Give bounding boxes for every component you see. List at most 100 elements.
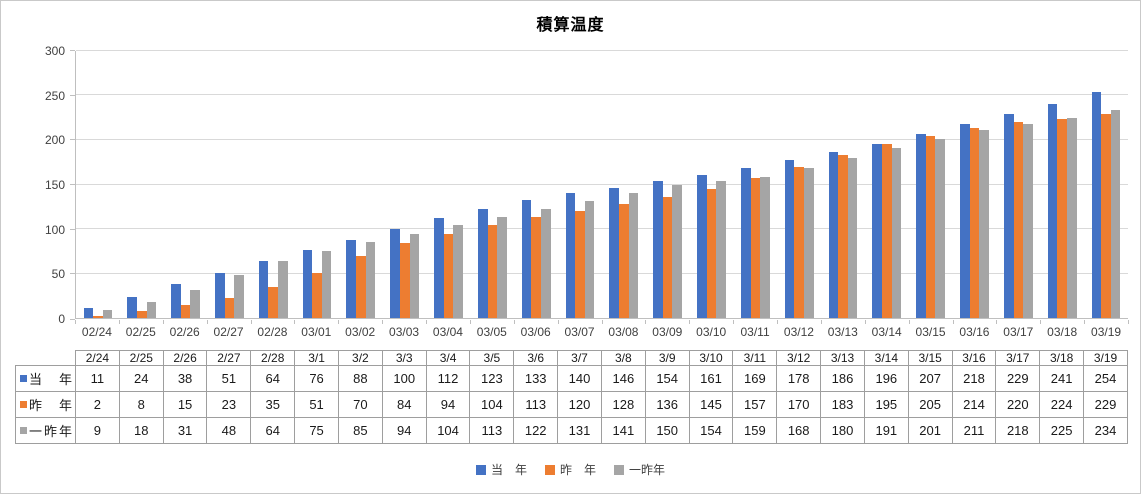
- bar: [619, 204, 629, 318]
- bar: [127, 296, 137, 318]
- x-axis-label: 02/26: [169, 325, 200, 339]
- bar-group: [383, 51, 427, 318]
- table-cell: 205: [907, 391, 953, 418]
- table-cell: 218: [995, 417, 1041, 444]
- bar: [750, 178, 761, 318]
- x-axis-tick: [996, 320, 998, 324]
- y-axis-tick: [70, 228, 75, 230]
- x-axis-labels: 02/24 02/25 02/26 02/27 02/28 03/01 03/02 03/03…: [75, 325, 1128, 339]
- bar: [399, 243, 410, 318]
- bar-group: [1084, 51, 1128, 318]
- table-cell: 207: [907, 365, 953, 392]
- table-cell: 154: [644, 365, 690, 392]
- table-cell: 150: [644, 417, 690, 444]
- series-label-cell: 当年: [15, 365, 76, 392]
- x-axis-label: 03/05: [476, 325, 507, 339]
- table-header-cell: 3/7: [557, 350, 602, 366]
- bar: [302, 250, 313, 318]
- bar: [662, 196, 673, 318]
- legend-item: 当 年: [475, 461, 527, 478]
- series-name: 一昨年: [29, 424, 72, 439]
- bar: [935, 139, 946, 318]
- table-header-cell: 2/26: [162, 350, 208, 366]
- series-swatch-icon: [20, 401, 27, 408]
- series-swatch-icon: [20, 375, 27, 382]
- x-axis-label: 02/24: [81, 325, 112, 339]
- bar-group: [339, 51, 383, 318]
- table-cell: 168: [776, 417, 822, 444]
- table-cell: 220: [995, 391, 1041, 418]
- y-axis-tick: [70, 50, 75, 51]
- bar: [443, 234, 454, 318]
- x-axis-tick: [1128, 320, 1129, 324]
- table-cell: 11: [75, 365, 120, 392]
- table-cell: 170: [776, 391, 822, 418]
- x-axis-label: 03/02: [345, 325, 376, 339]
- bar: [575, 211, 585, 318]
- legend-swatch-icon: [544, 464, 555, 475]
- x-axis-label: 03/18: [1047, 325, 1078, 339]
- bar-group: [909, 51, 953, 318]
- bar: [215, 272, 225, 318]
- bar: [794, 166, 804, 318]
- bar: [653, 180, 663, 318]
- bar-group: [821, 51, 865, 318]
- x-axis-tick: [75, 320, 76, 324]
- bar: [979, 130, 989, 318]
- table-header-cell: 3/6: [513, 350, 559, 366]
- bar: [1023, 123, 1033, 318]
- table-cell: 169: [732, 365, 778, 392]
- bar-group: [996, 51, 1040, 318]
- y-axis-tick: [70, 94, 75, 96]
- x-axis-label: 03/16: [959, 325, 990, 339]
- legend-label: 当 年: [490, 463, 527, 477]
- table-row: 一昨年 9 18 31 48 64 75 85 94 104 113 122 131 141 150 154 1…: [15, 417, 1128, 444]
- table-cell: 145: [688, 391, 734, 418]
- bar: [258, 261, 269, 318]
- x-axis-tick: [338, 320, 340, 324]
- bar: [565, 193, 576, 318]
- x-axis-tick: [689, 320, 691, 324]
- table-cell: 214: [951, 391, 997, 418]
- x-axis-tick: [864, 320, 866, 324]
- table-header-cell: 3/4: [425, 350, 471, 366]
- bar: [872, 143, 883, 318]
- table-cell: 131: [557, 417, 602, 444]
- bar-group: [251, 51, 295, 318]
- table-cell: 211: [951, 417, 997, 444]
- table-cell: 224: [1039, 391, 1085, 418]
- table-cell: 122: [513, 417, 559, 444]
- bar-group: [558, 51, 602, 318]
- bar-group: [295, 51, 339, 318]
- x-axis-label: 03/01: [301, 325, 332, 339]
- table-cell: 113: [513, 391, 559, 418]
- series-name: 昨年: [29, 398, 72, 413]
- legend-item: 一昨年: [614, 461, 665, 478]
- x-axis-tick: [250, 320, 252, 324]
- bar: [803, 168, 814, 318]
- series-swatch-icon: [20, 427, 27, 434]
- table-cell: 38: [162, 365, 208, 392]
- table-cell: 229: [1083, 391, 1128, 418]
- x-axis-tick: [645, 320, 647, 324]
- x-axis-tick: [162, 320, 164, 324]
- plot-area: [75, 50, 1128, 319]
- bar: [916, 133, 926, 318]
- x-axis-tick: [118, 320, 120, 324]
- table-cell: 104: [469, 391, 515, 418]
- table-cell: 133: [513, 365, 559, 392]
- bar: [609, 188, 620, 318]
- bar: [453, 225, 463, 318]
- grid-line: [76, 183, 1128, 185]
- table-cell: 51: [294, 391, 339, 418]
- bar: [1013, 122, 1024, 318]
- table-header-cell: 3/14: [863, 350, 909, 366]
- table-cell: 88: [337, 365, 383, 392]
- bar-group: [602, 51, 646, 318]
- table-cell: 196: [863, 365, 909, 392]
- y-axis-tick: [70, 273, 75, 275]
- table-cell: 15: [162, 391, 208, 418]
- table-cell: 128: [600, 391, 646, 418]
- legend-item: 昨 年: [544, 461, 596, 478]
- table-header-cell: 3/12: [776, 350, 822, 366]
